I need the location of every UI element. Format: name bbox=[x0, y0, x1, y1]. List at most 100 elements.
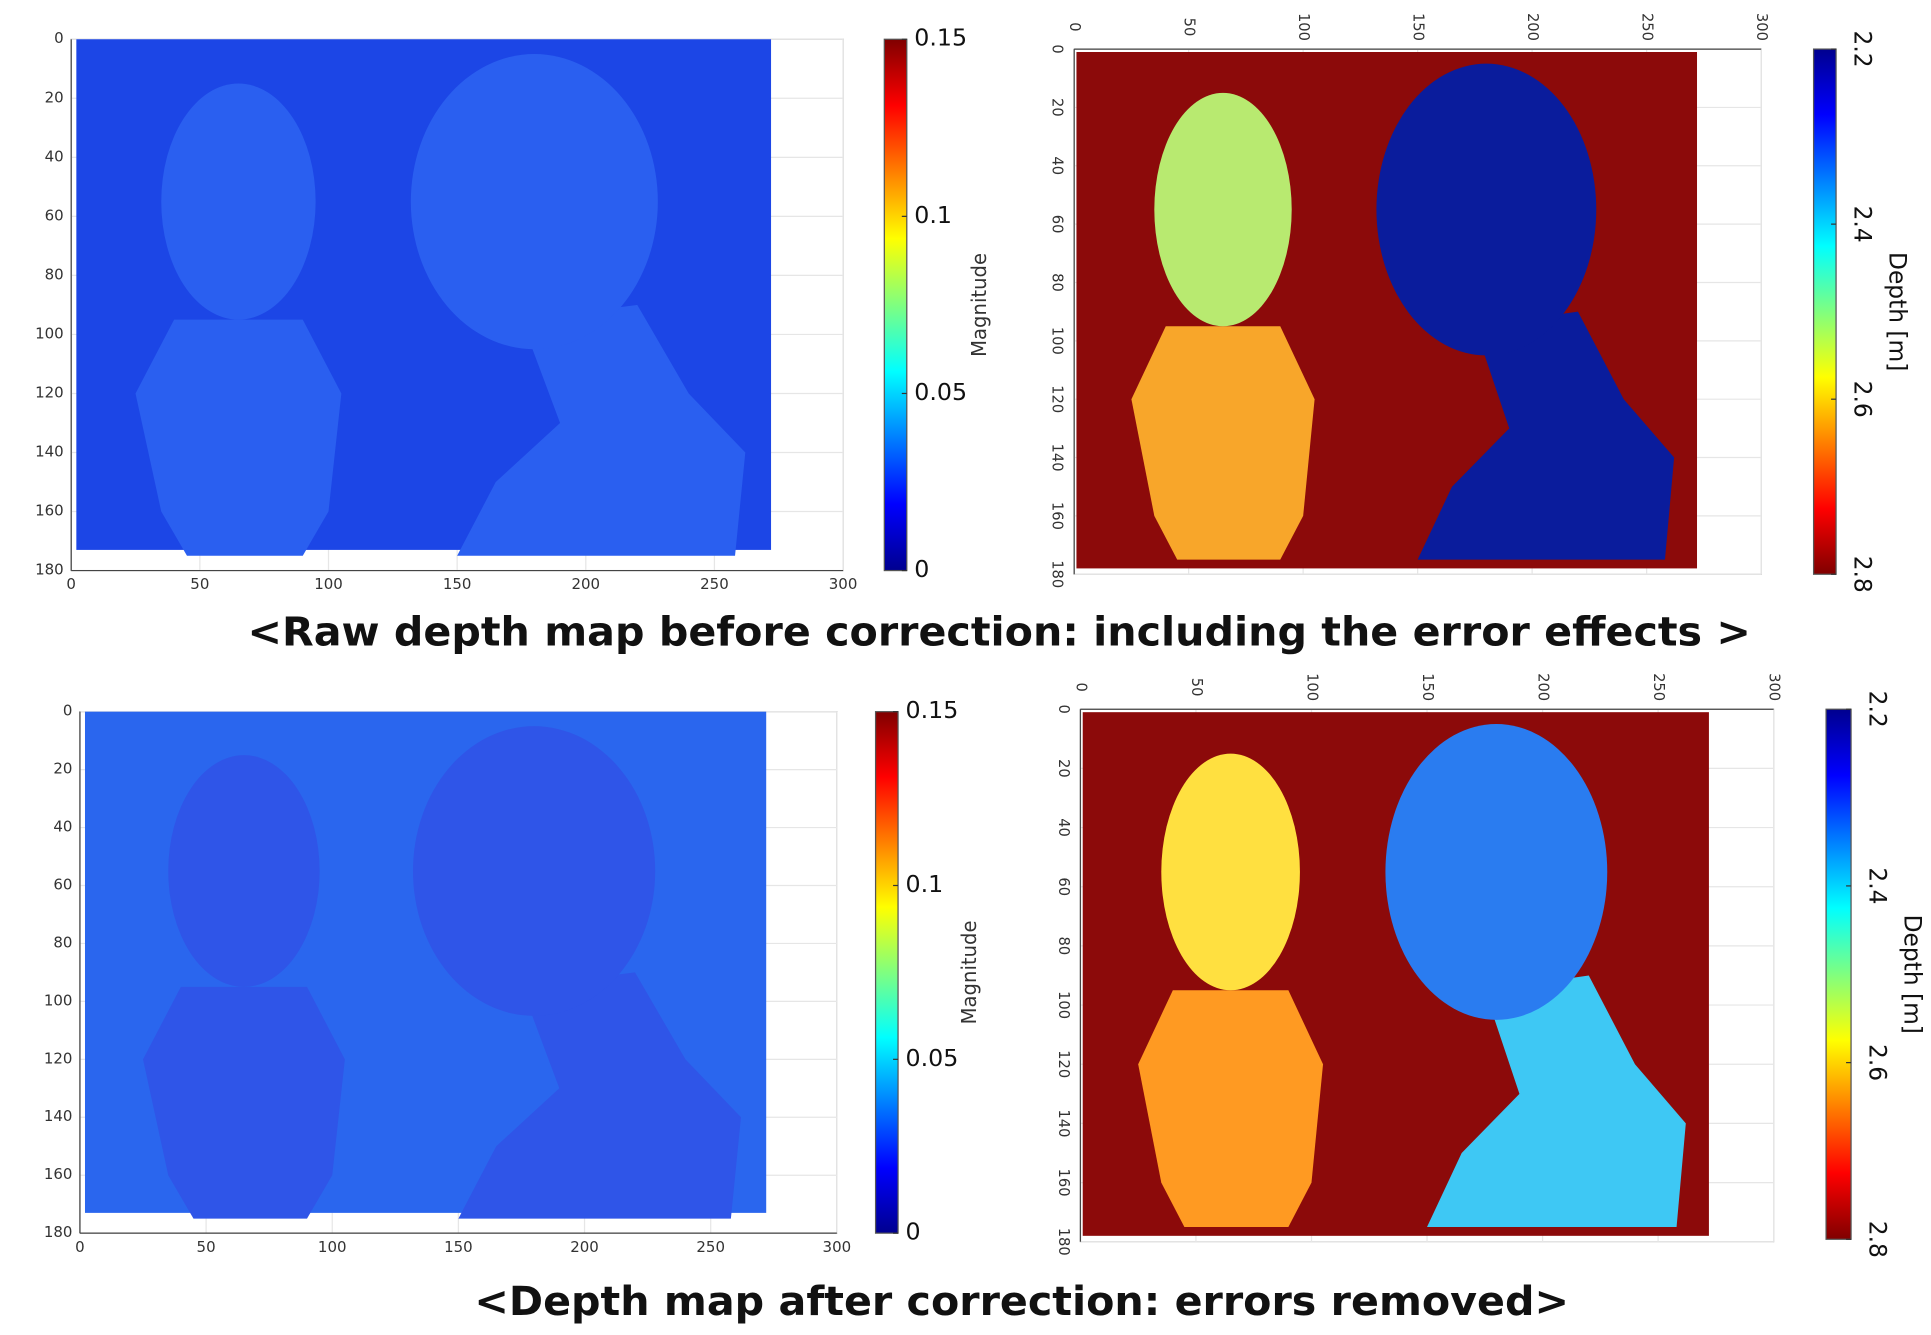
colorbar-label: Depth [m] bbox=[1898, 915, 1926, 1034]
bust-shoulder bbox=[1417, 311, 1675, 560]
y-tick-label: 140 bbox=[35, 443, 64, 461]
y-tick-label: 20 bbox=[45, 88, 64, 106]
x-tick-label: 100 bbox=[1295, 13, 1313, 41]
colorbar-tick-label: 2.4 bbox=[1848, 206, 1876, 243]
y-tick-label: 160 bbox=[1049, 502, 1067, 530]
x-tick-label: 150 bbox=[443, 575, 472, 593]
depth-panel: 0 50 100 150 200 250 300 0 20 40 60 80 100 120 140 160 1… bbox=[1049, 13, 1912, 593]
bust-body bbox=[135, 319, 342, 556]
x-tick-label: 300 bbox=[1766, 673, 1784, 701]
x-tick-label: 200 bbox=[1534, 673, 1552, 701]
y-tick-label: 20 bbox=[53, 760, 72, 778]
y-tick-label: 40 bbox=[1049, 156, 1067, 175]
colorbar-label: Magnitude bbox=[968, 253, 991, 357]
x-tick-label: 0 bbox=[75, 1238, 85, 1256]
x-tick-label: 200 bbox=[1524, 13, 1542, 41]
bust-head bbox=[412, 726, 656, 1016]
bust-shoulder bbox=[1427, 975, 1686, 1227]
x-tick-label: 50 bbox=[190, 575, 209, 593]
colorbar bbox=[1812, 48, 1837, 575]
x-tick-label: 300 bbox=[823, 1238, 852, 1256]
y-tick-label: 20 bbox=[1055, 759, 1073, 778]
bust-body bbox=[1131, 326, 1315, 560]
colorbar-tick-label: 0 bbox=[906, 1218, 921, 1246]
colorbar-tick-label: 2.8 bbox=[1863, 1221, 1891, 1258]
colorbar-tick-label: 2.2 bbox=[1863, 691, 1891, 728]
bust-shoulder bbox=[457, 304, 746, 556]
y-tick-label: 60 bbox=[53, 876, 72, 894]
bust-head bbox=[1385, 724, 1608, 1020]
bust-head bbox=[1161, 753, 1300, 991]
bust-body bbox=[143, 986, 345, 1219]
y-tick-label: 0 bbox=[54, 29, 64, 47]
colorbar-tick-label: 0.05 bbox=[906, 1044, 959, 1072]
y-tick-label: 160 bbox=[1055, 1169, 1073, 1197]
y-tick-label: 120 bbox=[44, 1049, 73, 1067]
bust-body bbox=[1138, 990, 1324, 1227]
x-tick-label: 100 bbox=[318, 1238, 347, 1256]
x-tick-label: 0 bbox=[1066, 22, 1084, 31]
colorbar bbox=[883, 38, 908, 572]
colorbar-tick-label: 2.2 bbox=[1848, 31, 1876, 68]
bust-head bbox=[168, 755, 320, 987]
x-tick-label: 50 bbox=[1188, 678, 1206, 697]
colorbar-tick-label: 0.1 bbox=[906, 870, 944, 898]
x-tick-label: 150 bbox=[1419, 673, 1437, 701]
y-tick-label: 140 bbox=[44, 1107, 73, 1125]
colorbar bbox=[1825, 708, 1852, 1240]
x-tick-label: 200 bbox=[571, 575, 600, 593]
x-tick-label: 250 bbox=[1639, 13, 1657, 41]
colorbar-tick-label: 0.05 bbox=[914, 378, 967, 406]
y-tick-label: 0 bbox=[1049, 44, 1067, 53]
y-tick-label: 100 bbox=[1049, 327, 1067, 355]
x-tick-label: 250 bbox=[1650, 673, 1668, 701]
y-tick-label: 0 bbox=[63, 702, 73, 720]
y-tick-label: 120 bbox=[35, 384, 64, 402]
y-tick-label: 80 bbox=[45, 265, 64, 283]
bust-head bbox=[1376, 63, 1597, 356]
y-tick-label: 0 bbox=[1055, 705, 1073, 714]
y-tick-label: 160 bbox=[44, 1165, 73, 1183]
bust-head bbox=[161, 83, 316, 320]
y-tick-label: 120 bbox=[1055, 1050, 1073, 1078]
y-tick-label: 180 bbox=[1049, 560, 1067, 588]
y-tick-label: 100 bbox=[35, 325, 64, 343]
colorbar-tick-label: 2.6 bbox=[1863, 1044, 1891, 1081]
y-tick-label: 60 bbox=[1049, 215, 1067, 234]
y-tick-label: 80 bbox=[1055, 937, 1073, 956]
x-tick-label: 0 bbox=[66, 575, 76, 593]
y-tick-label: 20 bbox=[1049, 98, 1067, 117]
y-tick-label: 120 bbox=[1049, 385, 1067, 413]
y-tick-label: 80 bbox=[53, 934, 72, 952]
y-tick-label: 60 bbox=[45, 206, 64, 224]
y-tick-label: 100 bbox=[44, 991, 73, 1009]
y-tick-label: 100 bbox=[1055, 991, 1073, 1019]
magnitude-panel: 0 50 100 150 200 250 300 0 20 40 60 80 100 120 140 160 1… bbox=[35, 24, 991, 593]
x-tick-label: 50 bbox=[1181, 18, 1199, 37]
x-tick-label: 300 bbox=[1753, 13, 1771, 41]
x-tick-label: 250 bbox=[696, 1238, 725, 1256]
x-tick-label: 250 bbox=[700, 575, 729, 593]
colorbar-label: Depth [m] bbox=[1883, 252, 1911, 371]
y-tick-label: 60 bbox=[1055, 877, 1073, 896]
x-tick-label: 150 bbox=[444, 1238, 473, 1256]
bust-head bbox=[1154, 92, 1292, 327]
bust-head bbox=[410, 54, 658, 350]
colorbar-tick-label: 2.4 bbox=[1863, 867, 1891, 904]
colorbar-tick-label: 2.6 bbox=[1848, 381, 1876, 418]
colorbar-tick-label: 0.15 bbox=[914, 24, 967, 52]
colorbar-tick-label: 0.15 bbox=[906, 696, 959, 724]
y-tick-label: 40 bbox=[45, 147, 64, 165]
colorbar-tick-label: 0 bbox=[914, 555, 929, 583]
x-tick-label: 200 bbox=[570, 1238, 599, 1256]
caption: <Raw depth map before correction: includ… bbox=[247, 608, 1751, 656]
colorbar-tick-label: 2.8 bbox=[1848, 556, 1876, 593]
depth-panel: 0 50 100 150 200 250 300 0 20 40 60 80 100 120 140 160 1… bbox=[1055, 673, 1927, 1258]
colorbar bbox=[874, 711, 899, 1234]
y-tick-label: 40 bbox=[53, 818, 72, 836]
y-tick-label: 180 bbox=[1055, 1228, 1073, 1256]
x-tick-label: 100 bbox=[314, 575, 343, 593]
magnitude-panel: 0 50 100 150 200 250 300 0 20 40 60 80 100 120 140 160 1… bbox=[44, 696, 981, 1255]
y-tick-label: 160 bbox=[35, 502, 64, 520]
